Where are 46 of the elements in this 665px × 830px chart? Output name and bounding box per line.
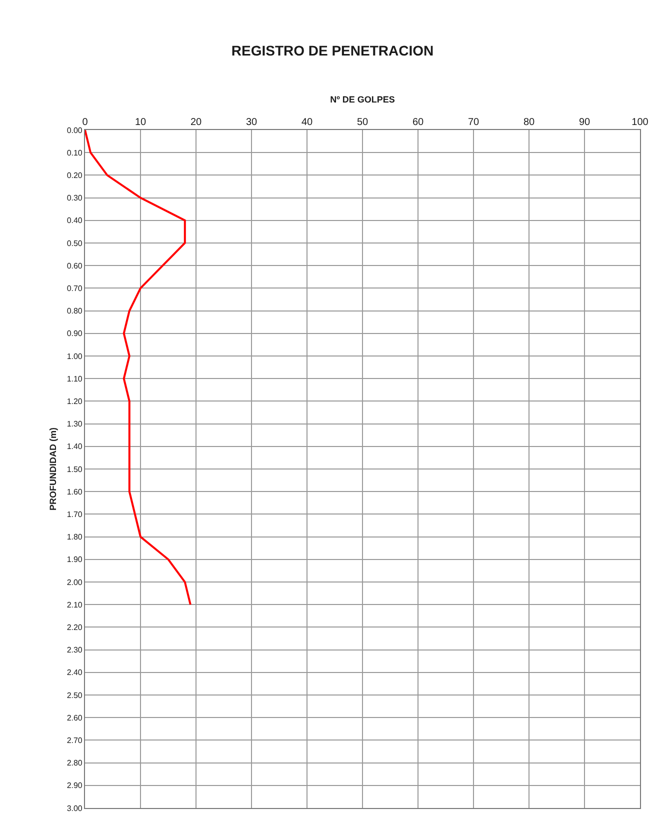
- y-tick-label: 2.70: [66, 736, 83, 745]
- y-tick-label: 1.70: [66, 510, 83, 519]
- y-tick-label: 0.00: [66, 126, 83, 135]
- x-tick-label: 20: [190, 117, 202, 128]
- y-tick-label: 1.40: [66, 442, 83, 452]
- y-tick-label: 2.80: [66, 758, 83, 768]
- y-tick-label: 0.50: [66, 238, 83, 248]
- x-tick-label: 80: [523, 117, 535, 128]
- x-tick-label: 100: [632, 117, 649, 128]
- line-series: [85, 130, 192, 606]
- x-tick-label: 60: [412, 117, 424, 128]
- y-tick-label: 1.10: [66, 374, 83, 384]
- y-tick-label: 2.90: [66, 781, 83, 790]
- x-tick-label: 40: [301, 117, 313, 128]
- y-tick-label: 0.70: [66, 284, 83, 293]
- y-tick-label: 0.30: [66, 194, 83, 203]
- y-tick-label: 0.10: [66, 148, 83, 158]
- y-tick-label: 2.10: [66, 600, 83, 610]
- y-tick-label: 0.60: [66, 261, 83, 270]
- x-tick-label: 10: [134, 117, 146, 128]
- y-tick-label: 3.00: [66, 804, 83, 813]
- y-tick-label: 0.20: [66, 171, 83, 180]
- y-tick-label: 2.60: [66, 713, 83, 722]
- chart-title: REGISTRO DE PENETRACION: [231, 42, 434, 58]
- y-tick-label: 0.90: [66, 329, 83, 338]
- x-tick-label: 50: [356, 117, 368, 128]
- y-tick-label: 2.20: [66, 623, 83, 632]
- x-tick-label: 70: [468, 117, 480, 128]
- y-tick-label: 1.90: [66, 555, 83, 564]
- y-tick-label: 2.30: [66, 646, 83, 655]
- y-tick-label: 2.40: [66, 668, 83, 678]
- y-tick-label: 2.00: [66, 578, 83, 587]
- x-tick-label: 90: [578, 117, 590, 128]
- x-axis-title: Nº DE GOLPES: [330, 94, 395, 104]
- y-tick-label: 1.60: [66, 487, 83, 496]
- x-tick-label: 30: [246, 117, 258, 128]
- y-tick-label: 2.50: [66, 690, 83, 700]
- y-tick-label: 0.80: [66, 306, 83, 316]
- y-tick-label: 1.30: [66, 420, 83, 429]
- y-axis-title: PROFUNDIDAD (m): [48, 428, 58, 510]
- y-tick-label: 1.80: [66, 532, 83, 542]
- x-tick-label: 0: [82, 117, 88, 128]
- y-tick-label: 1.20: [66, 397, 83, 406]
- y-tick-label: 0.40: [66, 216, 83, 226]
- y-tick-label: 1.50: [66, 464, 83, 474]
- y-tick-label: 1.00: [66, 352, 83, 361]
